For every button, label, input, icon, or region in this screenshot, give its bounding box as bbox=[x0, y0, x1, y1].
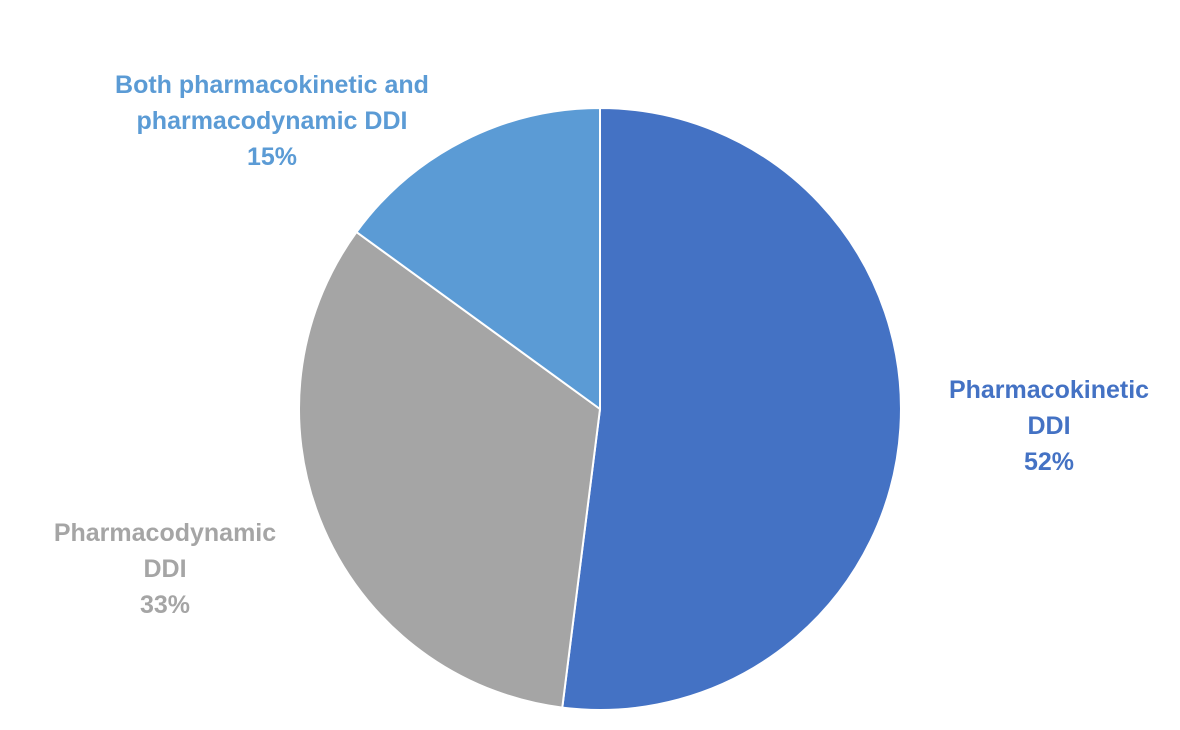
pie-labels: Pharmacokinetic DDI 52% Pharmacodynamic DDI 3… bbox=[54, 71, 1149, 619]
slice-category-label: Pharmacokinetic bbox=[949, 376, 1149, 404]
slice-category-label: DDI bbox=[1027, 412, 1070, 440]
pie-slice-label-2: Pharmacodynamic DDI 33% bbox=[54, 519, 276, 619]
pie-slices bbox=[298, 107, 902, 711]
slice-percent-label: 52% bbox=[1024, 448, 1074, 476]
slice-category-label: Both pharmacokinetic and bbox=[115, 71, 429, 99]
pie-slice-label-3: Both pharmacokinetic and pharmacodynamic … bbox=[115, 71, 429, 171]
slice-category-label: Pharmacodynamic bbox=[54, 519, 276, 547]
pie-slice-2 bbox=[298, 231, 601, 709]
slice-percent-label: 33% bbox=[140, 591, 190, 619]
pie-slice-1 bbox=[561, 107, 902, 711]
slice-percent-label: 15% bbox=[247, 143, 297, 171]
slice-category-label: DDI bbox=[143, 555, 186, 583]
pie-slice-3 bbox=[355, 107, 601, 410]
slice-category-label: pharmacodynamic DDI bbox=[137, 107, 408, 135]
pie-slice-label-1: Pharmacokinetic DDI 52% bbox=[949, 376, 1149, 476]
